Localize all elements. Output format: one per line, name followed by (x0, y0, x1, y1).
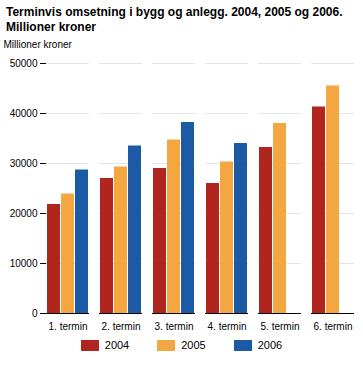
svg-text:20000: 20000 (10, 208, 38, 219)
svg-text:50000: 50000 (10, 58, 38, 69)
svg-text:6. termin: 6. termin (314, 321, 353, 332)
html-text:Terminvis omsetning i bygg og: Terminvis omsetning i bygg og anlegg. 20… (6, 5, 343, 34)
svg-text:1. termin: 1. termin (49, 321, 88, 332)
svg-text:3. termin: 3. termin (155, 321, 194, 332)
svg-text:30000: 30000 (10, 158, 38, 169)
svg-text:5. termin: 5. termin (261, 321, 300, 332)
svg-text:0: 0 (32, 308, 38, 319)
html-text:2004: 2004 (104, 339, 130, 351)
html-text:2005: 2005 (181, 339, 206, 351)
svg-text:10000: 10000 (10, 258, 38, 269)
svg-text:Millioner kroner: Millioner kroner (4, 39, 73, 50)
svg-text:2. termin: 2. termin (102, 321, 141, 332)
svg-text:4. termin: 4. termin (208, 321, 247, 332)
svg-text:40000: 40000 (10, 108, 38, 119)
html-text:2006: 2006 (257, 339, 283, 351)
